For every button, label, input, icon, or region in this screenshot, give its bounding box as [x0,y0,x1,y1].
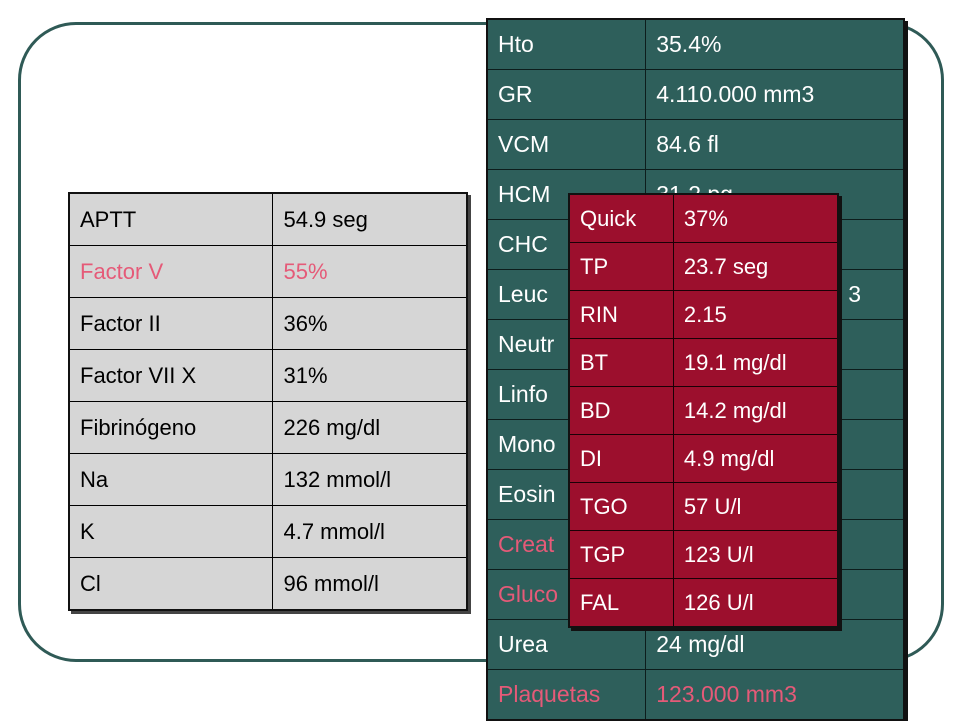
table-row: Factor II 36% [68,297,468,350]
row-value: 19.1 mg/dl [672,338,839,387]
row-label: TP [568,242,674,291]
row-label: Plaquetas [486,669,647,721]
table-row: APTT 54.9 seg [68,192,468,246]
table-row: BT 19.1 mg/dl [568,338,839,387]
table-row: DI 4.9 mg/dl [568,434,839,483]
row-value: 123.000 mm3 [645,669,905,721]
row-value: 35.4% [645,18,905,70]
table-row: TGP 123 U/l [568,530,839,579]
row-value: 14.2 mg/dl [672,386,839,435]
table-row: Na 132 mmol/l [68,453,468,506]
table-row: TP 23.7 seg [568,242,839,291]
row-label: K [68,505,274,558]
row-label: APTT [68,192,274,246]
row-label: Factor VII X [68,349,274,402]
row-label: BT [568,338,674,387]
row-label: RIN [568,290,674,339]
liver-table: Quick 37% TP 23.7 seg RIN 2.15 BT 19.1 mg/dl… [568,193,839,628]
row-label: DI [568,434,674,483]
table-row: Cl 96 mmol/l [68,557,468,611]
row-value: 57 U/l [672,482,839,531]
row-value: 126 U/l [672,578,839,628]
table-row: VCM 84.6 fl [486,119,905,170]
table-row: GR 4.110.000 mm3 [486,69,905,120]
table-row: Factor V 55% [68,245,468,298]
row-value: 4.7 mmol/l [272,505,468,558]
row-value: 132 mmol/l [272,453,468,506]
row-label: Cl [68,557,274,611]
row-label: VCM [486,119,647,170]
slide-frame [18,22,944,662]
row-label: Fibrinógeno [68,401,274,454]
row-label: Factor II [68,297,274,350]
table-row: K 4.7 mmol/l [68,505,468,558]
table-row: Hto 35.4% [486,18,905,70]
row-value: 36% [272,297,468,350]
row-label: TGO [568,482,674,531]
row-label: Hto [486,18,647,70]
row-value: 31% [272,349,468,402]
table-row: Factor VII X 31% [68,349,468,402]
table-row: FAL 126 U/l [568,578,839,628]
row-value: 226 mg/dl [272,401,468,454]
row-value: 2.15 [672,290,839,339]
table-row: TGO 57 U/l [568,482,839,531]
row-label: BD [568,386,674,435]
coagulation-table: APTT 54.9 seg Factor V 55% Factor II 36% Fa… [68,192,468,611]
row-label: Quick [568,193,674,243]
table-row: Quick 37% [568,193,839,243]
row-value: 4.9 mg/dl [672,434,839,483]
table-row: RIN 2.15 [568,290,839,339]
row-label: Na [68,453,274,506]
row-value: 23.7 seg [672,242,839,291]
row-label: GR [486,69,647,120]
table-row: Plaquetas 123.000 mm3 [486,669,905,721]
row-value: 96 mmol/l [272,557,468,611]
row-value: 4.110.000 mm3 [645,69,905,120]
table-row: BD 14.2 mg/dl [568,386,839,435]
row-label: Factor V [68,245,274,298]
row-value: 123 U/l [672,530,839,579]
row-value: 54.9 seg [272,192,468,246]
row-label: FAL [568,578,674,628]
row-value: 84.6 fl [645,119,905,170]
row-label: TGP [568,530,674,579]
row-value: 55% [272,245,468,298]
table-row: Fibrinógeno 226 mg/dl [68,401,468,454]
row-value: 37% [672,193,839,243]
